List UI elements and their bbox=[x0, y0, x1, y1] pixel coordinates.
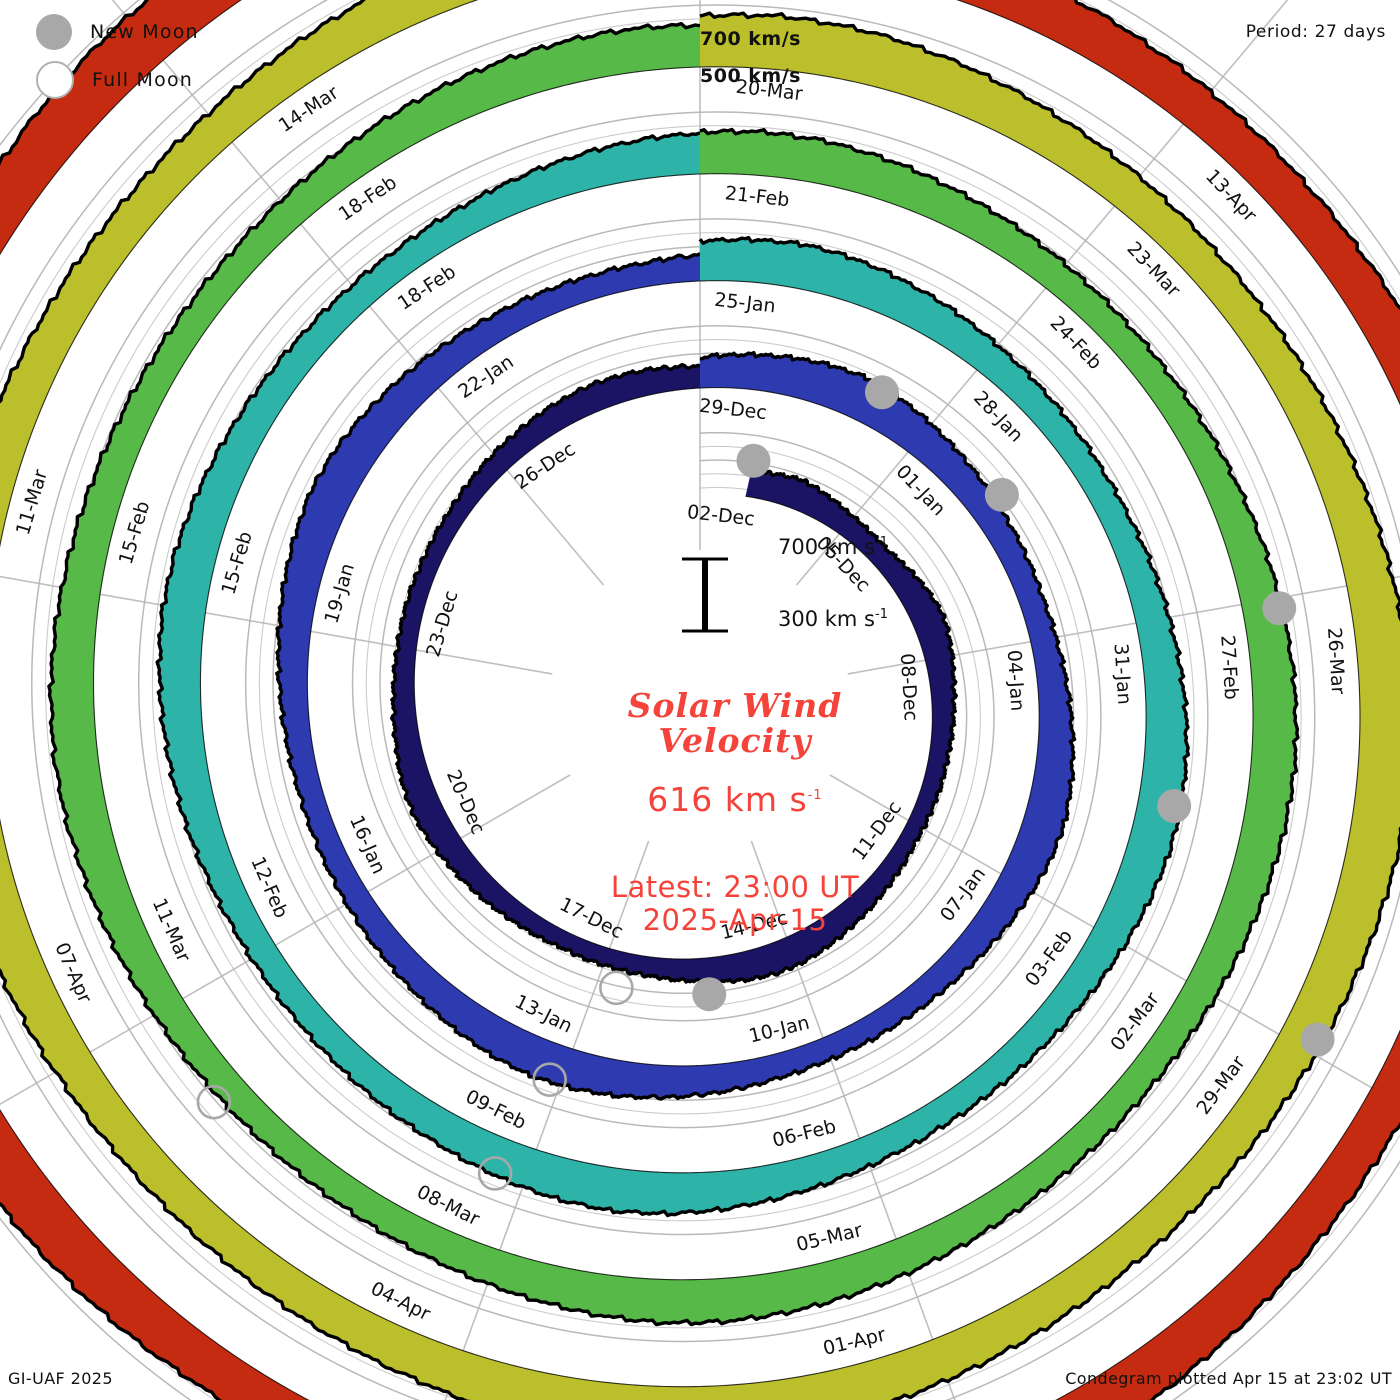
date-label: 06-Feb bbox=[770, 1115, 838, 1152]
velocity-trace-turn-0 bbox=[390, 362, 958, 986]
date-label: 01-Apr bbox=[821, 1324, 888, 1360]
new-moon-marker-3 bbox=[864, 375, 899, 410]
new-moon-marker-0 bbox=[736, 443, 771, 478]
legend-label-full-moon: Full Moon bbox=[92, 69, 194, 91]
footer-plot-time: Condegram plotted Apr 15 at 23:02 UT bbox=[1065, 1369, 1392, 1388]
date-label: 31-Jan bbox=[1110, 643, 1136, 706]
date-label: 26-Mar bbox=[1323, 627, 1349, 695]
full-moon-marker-9 bbox=[196, 1084, 232, 1120]
new-moon-marker-1 bbox=[692, 977, 727, 1012]
scale-bar: 700 km s-1 300 km s-1 bbox=[670, 535, 910, 645]
current-velocity-value: 616 km s-1 bbox=[647, 780, 823, 820]
date-label: 05-Mar bbox=[794, 1219, 864, 1256]
full-moon-marker-2 bbox=[599, 970, 634, 1006]
scale-bar-bottom-label: 300 km s-1 bbox=[778, 607, 888, 631]
center-annotation: 700 km s-1 300 km s-1 Solar Wind Velocit… bbox=[560, 535, 910, 937]
new-moon-marker-4 bbox=[984, 477, 1019, 512]
velocity-trace-turn-1 bbox=[275, 252, 1077, 1101]
moon-legend: New Moon Full Moon bbox=[24, 8, 199, 104]
date-label: 15-Feb bbox=[115, 499, 154, 567]
moon-markers bbox=[196, 375, 1335, 1191]
legend-item-new-moon: New Moon bbox=[24, 8, 199, 56]
date-label: 10-Jan bbox=[747, 1012, 812, 1048]
new-moon-marker-10 bbox=[1300, 1022, 1335, 1057]
radial-axis-label-500: 500 km/s bbox=[700, 65, 801, 87]
date-label: 08-Dec bbox=[896, 653, 922, 722]
date-label: 15-Feb bbox=[217, 529, 256, 597]
new-moon-marker-8 bbox=[1262, 591, 1297, 626]
full-moon-marker-5 bbox=[532, 1062, 567, 1097]
scale-bar-glyph bbox=[682, 557, 728, 633]
footer-credit: GI-UAF 2025 bbox=[8, 1369, 113, 1388]
date-label: 27-Feb bbox=[1216, 634, 1242, 700]
date-label: 21-Feb bbox=[724, 182, 791, 211]
legend-item-full-moon: Full Moon bbox=[24, 56, 199, 104]
date-label: 19-Jan bbox=[321, 561, 360, 626]
period-label: Period: 27 days bbox=[1245, 22, 1386, 42]
date-label: 11-Mar bbox=[12, 467, 52, 538]
date-label: 29-Dec bbox=[698, 395, 768, 425]
radial-axis-label-700: 700 km/s bbox=[700, 28, 801, 50]
scale-bar-top-label: 700 km s-1 bbox=[778, 535, 888, 559]
legend-label-new-moon: New Moon bbox=[90, 21, 199, 43]
full-moon-marker-6 bbox=[477, 1156, 513, 1191]
full-moon-icon bbox=[36, 61, 74, 99]
date-label: 23-Dec bbox=[422, 588, 462, 659]
date-label: 04-Jan bbox=[1003, 649, 1029, 712]
date-label: 02-Dec bbox=[686, 501, 756, 531]
velocity-trace-turn-3 bbox=[47, 21, 1300, 1327]
latest-timestamp: Latest: 23:00 UT 2025-Apr-15 bbox=[610, 870, 860, 937]
velocity-trace-turn-2 bbox=[155, 131, 1191, 1218]
chart-title: Solar Wind Velocity bbox=[627, 686, 843, 760]
new-moon-marker-7 bbox=[1157, 788, 1192, 823]
date-label: 25-Jan bbox=[713, 289, 776, 318]
new-moon-icon bbox=[36, 14, 72, 50]
